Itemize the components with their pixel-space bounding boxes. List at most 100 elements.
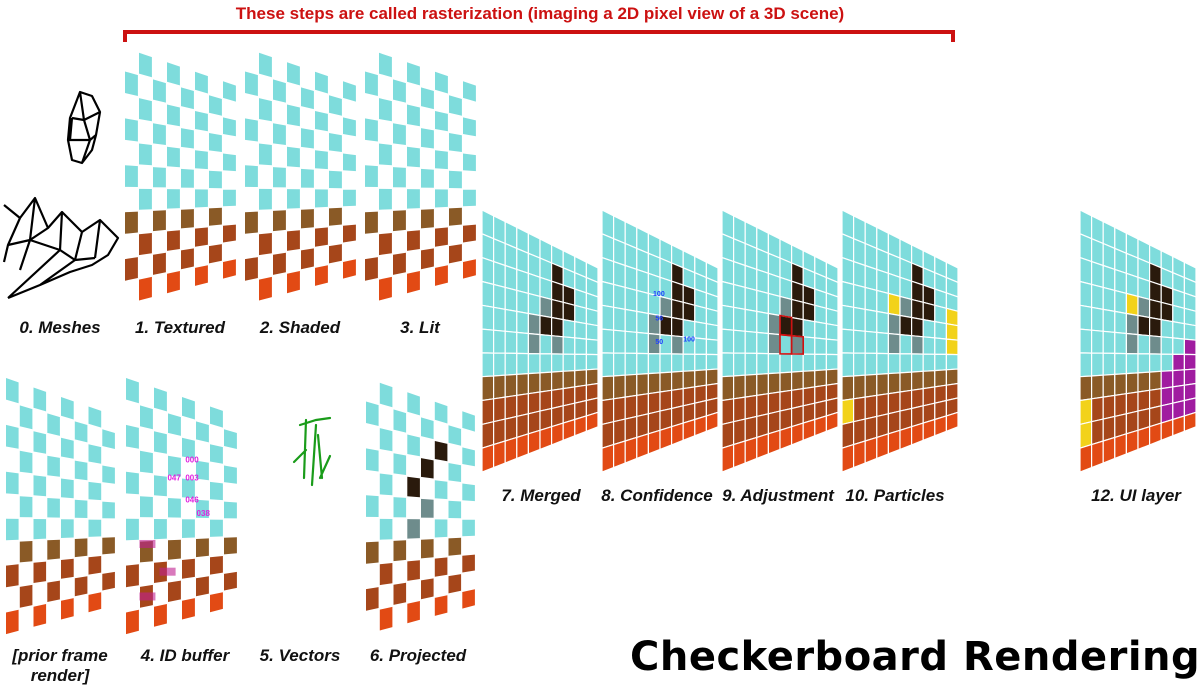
checker-cell: [154, 475, 167, 497]
grid-cell: [481, 398, 495, 426]
grid-cell: [601, 398, 615, 426]
checker-cell: [421, 578, 434, 600]
grid-cell: [945, 338, 959, 356]
checker-cell: [33, 519, 47, 540]
checker-cell: [463, 81, 476, 102]
grid-cell: [550, 353, 564, 373]
checker-cell: [407, 392, 420, 416]
checker-cell: [196, 460, 209, 481]
checker-cell: [434, 557, 448, 577]
grid-cell: [1172, 353, 1186, 372]
grid-cell: [612, 418, 626, 446]
checker-cell: [74, 460, 88, 481]
checker-cell: [365, 71, 378, 96]
grid-cell: [574, 353, 588, 372]
grid-cell: [1172, 320, 1186, 340]
grid-cell: [825, 322, 839, 341]
checker-cell: [407, 146, 420, 168]
checker-cell: [102, 429, 115, 449]
grid-cell: [682, 418, 696, 442]
grid-cell: [1137, 314, 1151, 337]
id-code-mark: [139, 592, 156, 601]
grid-cell: [910, 353, 924, 373]
checker-cell: [153, 123, 166, 145]
grid-cell: [756, 331, 770, 355]
checker-cell: [210, 444, 223, 464]
checker-cell: [365, 165, 378, 187]
checker-cell: [139, 233, 152, 256]
grid-cell: [934, 369, 948, 388]
grid-cell: [945, 307, 959, 327]
grid-cell: [1090, 329, 1104, 354]
checker-cell: [223, 189, 236, 207]
mesh-lower: [2, 196, 120, 300]
grid-cell: [550, 387, 564, 410]
grid-cell: [670, 316, 684, 338]
grid-cell: [1090, 306, 1104, 332]
grid-cell: [864, 394, 878, 420]
checker-cell: [287, 62, 300, 86]
grid-cell: [721, 280, 735, 309]
grid-cell: [659, 353, 673, 374]
grid-cell: [636, 310, 650, 335]
grid-cell: [814, 337, 828, 356]
grid-cell: [694, 353, 708, 372]
grid-cell: [539, 276, 553, 301]
grid-cell: [1114, 393, 1128, 418]
grid-cell: [790, 335, 804, 355]
checker-cell: [393, 582, 407, 605]
label-adjustment: 9. Adjustment: [722, 486, 834, 505]
checker-cell: [140, 405, 153, 430]
grid-cell: [1090, 374, 1104, 400]
grid-cell: [682, 353, 696, 372]
grid-cell: [670, 370, 684, 391]
checker-cell: [88, 406, 102, 428]
grid-cell: [516, 393, 530, 418]
grid-cell: [756, 289, 770, 315]
rasterization-caption: These steps are called rasterization (im…: [235, 4, 845, 23]
checker-cell: [366, 448, 379, 472]
confidence-code-label: 100: [683, 337, 695, 344]
grid-cell: [887, 352, 901, 375]
grid-cell: [550, 280, 564, 304]
grid-cell: [899, 333, 913, 355]
grid-cell: [802, 369, 816, 390]
checker-cell: [421, 87, 434, 110]
grid-cell: [647, 391, 661, 415]
checker-cell: [379, 473, 393, 496]
panel-lit: [365, 52, 476, 301]
grid-cell: [732, 352, 746, 377]
grid-cell: [887, 429, 901, 455]
grid-cell: [624, 308, 638, 334]
rasterization-bracket: [123, 30, 955, 42]
grid-cell: [1183, 338, 1197, 356]
grid-cell: [802, 336, 816, 355]
grid-cell: [601, 443, 615, 473]
grid-cell: [910, 316, 924, 338]
checker-cell: [210, 592, 223, 613]
checker-cell: [195, 71, 208, 94]
grid-cell: [539, 295, 553, 319]
checker-cell: [273, 210, 286, 232]
checker-cell: [379, 98, 392, 122]
grid-cell: [721, 304, 735, 331]
grid-cell: [504, 352, 518, 376]
checker-cell: [435, 265, 448, 286]
grid-cell: [732, 237, 746, 267]
checker-cell: [435, 111, 448, 132]
grid-cell: [1148, 316, 1162, 338]
checker-cell: [88, 592, 102, 613]
grid-cell: [779, 371, 793, 393]
checker-cell: [154, 604, 167, 627]
grid-cell: [922, 353, 936, 372]
checker-cell: [210, 556, 223, 575]
checker-cell: [224, 571, 237, 591]
checker-cell: [343, 117, 356, 137]
grid-cell: [1114, 331, 1128, 355]
grid-cell: [756, 372, 770, 397]
grid-cell: [802, 386, 816, 407]
checker-cell: [462, 411, 475, 432]
checker-cell: [102, 465, 115, 484]
grid-cell: [744, 373, 758, 398]
